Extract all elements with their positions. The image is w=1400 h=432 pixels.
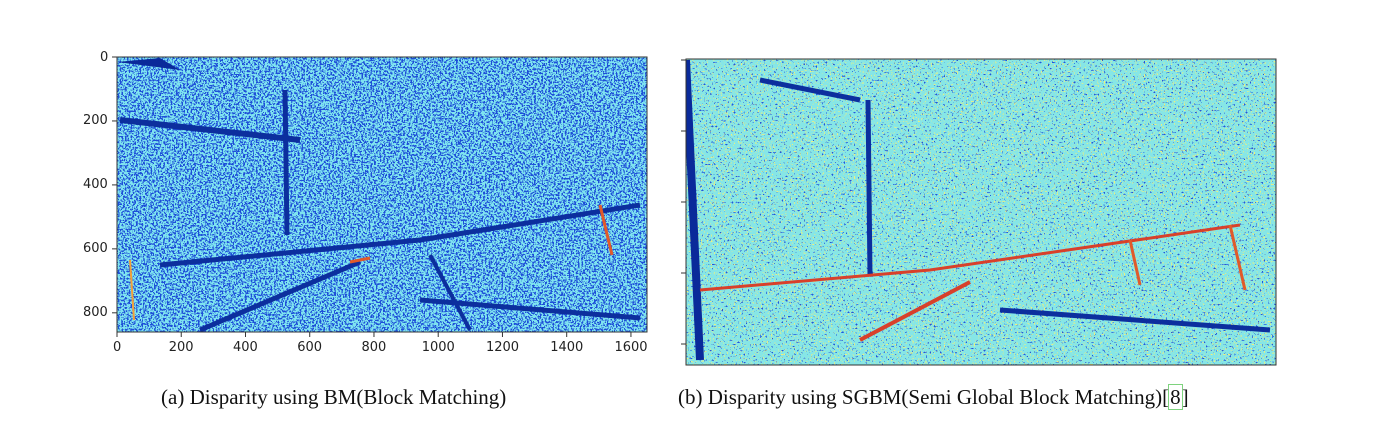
y-tick-label: 0 <box>100 49 109 65</box>
x-tick-label: 800 <box>361 340 387 355</box>
disparity-map-sgbm <box>686 59 1276 365</box>
citation-link[interactable]: 8 <box>1168 384 1183 410</box>
caption-b-text: Disparity using SGBM(Semi Global Block M… <box>707 385 1163 409</box>
x-tick-label: 0 <box>113 340 122 355</box>
disparity-map-bm <box>117 57 647 332</box>
y-tick-label: 800 <box>83 305 108 321</box>
axis-ticks-a <box>112 56 632 337</box>
caption-b: (b) Disparity using SGBM(Semi Global Blo… <box>678 384 1189 410</box>
x-tick-label: 1600 <box>614 340 648 355</box>
y-tick-label: 400 <box>83 177 108 193</box>
caption-b-label: (b) <box>678 385 703 409</box>
y-tick-label: 600 <box>83 241 108 257</box>
x-tick-label: 1200 <box>485 340 520 355</box>
y-tick-label: 200 <box>83 113 108 129</box>
caption-a-label: (a) <box>161 385 185 409</box>
x-tick-label: 1000 <box>421 340 455 355</box>
x-tick-label: 200 <box>168 340 194 355</box>
axes-frame-b <box>685 58 1277 366</box>
x-tick-label: 600 <box>297 340 323 355</box>
x-tick-label: 1400 <box>550 340 584 355</box>
axis-ticks-b <box>681 59 686 345</box>
caption-a-text: Disparity using BM(Block Matching) <box>189 385 507 409</box>
x-tick-label: 400 <box>232 340 258 355</box>
caption-a: (a) Disparity using BM(Block Matching) <box>161 385 506 410</box>
axes-frame-a <box>116 56 648 333</box>
